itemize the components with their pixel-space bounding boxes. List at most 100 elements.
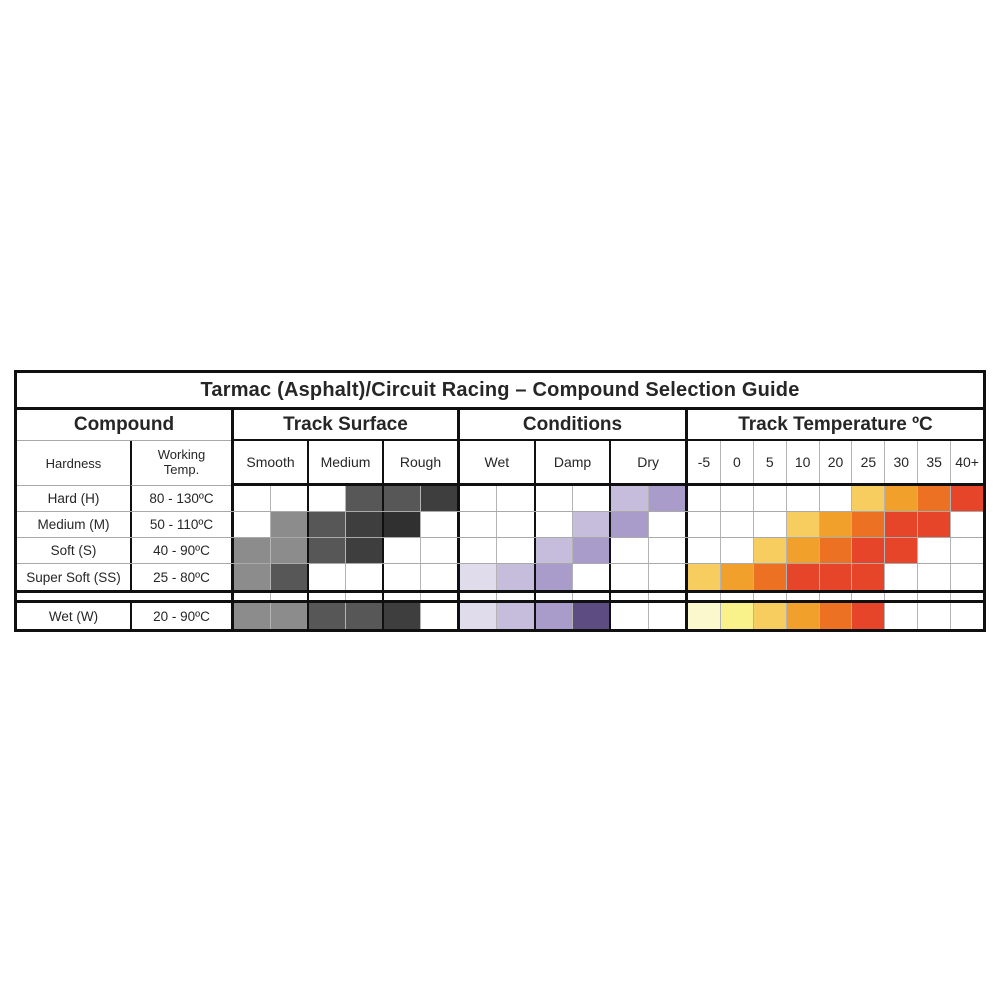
cond-column (533, 603, 610, 629)
temperature-cell (950, 603, 984, 629)
condition-cell (460, 593, 497, 600)
surface-cell (309, 603, 345, 629)
condition-cell (611, 564, 648, 590)
temperature-cell (884, 593, 918, 600)
surf-column (234, 603, 307, 629)
cond-column (533, 564, 610, 590)
temperature-cell (785, 512, 819, 537)
condition-cell (535, 512, 573, 537)
cond-column (609, 538, 686, 563)
cond-group (457, 512, 686, 537)
surface-cell (345, 512, 382, 537)
surface-cell (270, 512, 307, 537)
temperature-group (685, 593, 984, 600)
surface-cell (309, 486, 345, 511)
condition-cell (647, 538, 686, 563)
working-temp-cell (130, 593, 231, 600)
temperature-cell (950, 538, 984, 563)
cond-group (457, 564, 686, 590)
header-smooth: Smooth (246, 454, 295, 470)
surface-cell (420, 512, 457, 537)
working-temp-cell: 20 - 90ºC (130, 603, 231, 629)
compound-name-cell: Wet (W) (48, 608, 99, 624)
temperature-cell (719, 564, 753, 590)
condition-cell (496, 538, 534, 563)
surf-group (231, 564, 457, 590)
surf-column (382, 486, 457, 511)
cond-column (533, 486, 610, 511)
surface-cell (309, 593, 345, 600)
header-temp-0: 0 (719, 441, 753, 483)
condition-cell (460, 603, 497, 629)
cond-column (609, 564, 686, 590)
temperature-cell (785, 538, 819, 563)
surf-column (307, 593, 382, 600)
header-dry: Dry (609, 441, 685, 483)
header-rough: Rough (382, 441, 457, 483)
sub-header-row: Hardness Working Temp. Smooth Medium Rou… (17, 441, 983, 486)
condition-cell (647, 564, 686, 590)
condition-cell (496, 512, 534, 537)
cond-column (609, 512, 686, 537)
temperature-cell (917, 486, 951, 511)
cond-column (533, 512, 610, 537)
surface-cell (234, 538, 270, 563)
header-working-temp-text: Working Temp. (157, 447, 206, 477)
conditions-subheaders: Wet Damp Dry (457, 441, 685, 486)
surface-cell (420, 603, 457, 629)
cond-column (460, 486, 534, 511)
surf-column (307, 486, 382, 511)
header-temp-30: 30 (884, 441, 917, 483)
condition-cell (611, 538, 648, 563)
surface-cell (234, 486, 270, 511)
condition-cell (496, 564, 534, 590)
condition-cell (572, 564, 610, 590)
surface-subheaders: Smooth Medium Rough (231, 441, 457, 486)
temperature-cell (752, 593, 786, 600)
condition-cell (647, 486, 686, 511)
surf-column (382, 603, 457, 629)
temperature-group (685, 538, 984, 563)
surf-column (307, 603, 382, 629)
temperature-cell (818, 486, 852, 511)
surface-cell (384, 593, 420, 600)
condition-cell (572, 538, 610, 563)
compound-name-cell (17, 593, 130, 600)
surf-column (382, 538, 457, 563)
header-temp-40+: 40+ (950, 441, 983, 483)
temperature-cell (950, 564, 984, 590)
cond-column (460, 564, 534, 590)
surface-cell (345, 593, 382, 600)
surface-cell (384, 538, 420, 563)
condition-cell (572, 512, 610, 537)
surface-cell (420, 538, 457, 563)
surface-cell (384, 603, 420, 629)
header-medium: Medium (307, 441, 382, 483)
temperature-cell (719, 512, 753, 537)
cond-column (533, 593, 610, 600)
working-temp-cell: 25 - 80ºC (130, 564, 231, 590)
surface-cell (234, 603, 270, 629)
temperature-group (685, 512, 984, 537)
temperature-cell (752, 486, 786, 511)
temperature-cell (688, 538, 720, 563)
surface-cell (270, 538, 307, 563)
temperature-cell (818, 512, 852, 537)
condition-cell (460, 538, 497, 563)
header-working-temp: Working Temp. (130, 441, 231, 486)
condition-cell (535, 486, 573, 511)
condition-cell (496, 593, 534, 600)
condition-cell (496, 603, 534, 629)
cond-group (457, 486, 686, 511)
temperature-cell (851, 564, 885, 590)
table-title: Tarmac (Asphalt)/Circuit Racing – Compou… (17, 373, 983, 410)
surf-column (234, 486, 307, 511)
temperature-cell (950, 486, 984, 511)
cond-column (533, 538, 610, 563)
group-header-compound: Compound (17, 410, 231, 441)
cond-group (457, 538, 686, 563)
section-divider (17, 590, 984, 603)
condition-cell (572, 486, 610, 511)
header-temp-20: 20 (818, 441, 852, 483)
